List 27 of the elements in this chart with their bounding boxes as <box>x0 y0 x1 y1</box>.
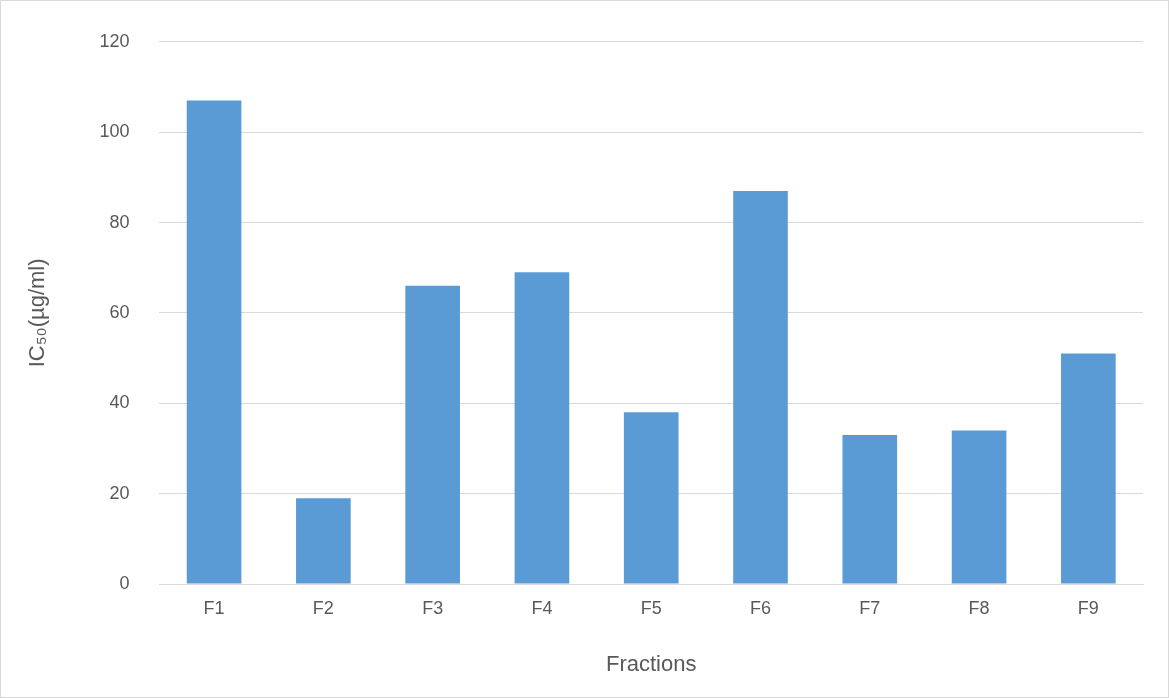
bar <box>623 412 679 584</box>
x-tick-label: F8 <box>968 597 990 618</box>
x-tick-label: F1 <box>203 597 225 618</box>
y-tick-label: 100 <box>99 121 130 142</box>
y-tick-label: 80 <box>109 211 130 232</box>
bar <box>186 100 242 584</box>
bar <box>842 434 898 584</box>
bar <box>1061 353 1116 584</box>
bar <box>405 285 460 584</box>
x-tick-label: F3 <box>422 597 444 618</box>
x-tick-label: F7 <box>859 597 881 618</box>
y-tick-label: 0 <box>119 572 130 593</box>
y-tick-label: 20 <box>109 482 130 503</box>
y-tick-label: 40 <box>109 392 130 413</box>
x-axis-title: Fractions <box>605 650 697 676</box>
y-tick-label: 60 <box>109 301 130 322</box>
bar <box>514 272 570 584</box>
x-tick-label: F6 <box>749 597 772 618</box>
y-axis-title: IC₅₀(µg/ml) <box>24 258 50 368</box>
bar <box>296 498 351 584</box>
x-tick-label: F5 <box>640 597 662 618</box>
y-tick-label: 120 <box>99 30 130 51</box>
x-tick-label: F4 <box>531 597 553 618</box>
bar <box>951 430 1007 584</box>
bar <box>733 190 788 584</box>
x-tick-label: F9 <box>1077 597 1099 618</box>
x-tick-label: F2 <box>312 597 334 618</box>
